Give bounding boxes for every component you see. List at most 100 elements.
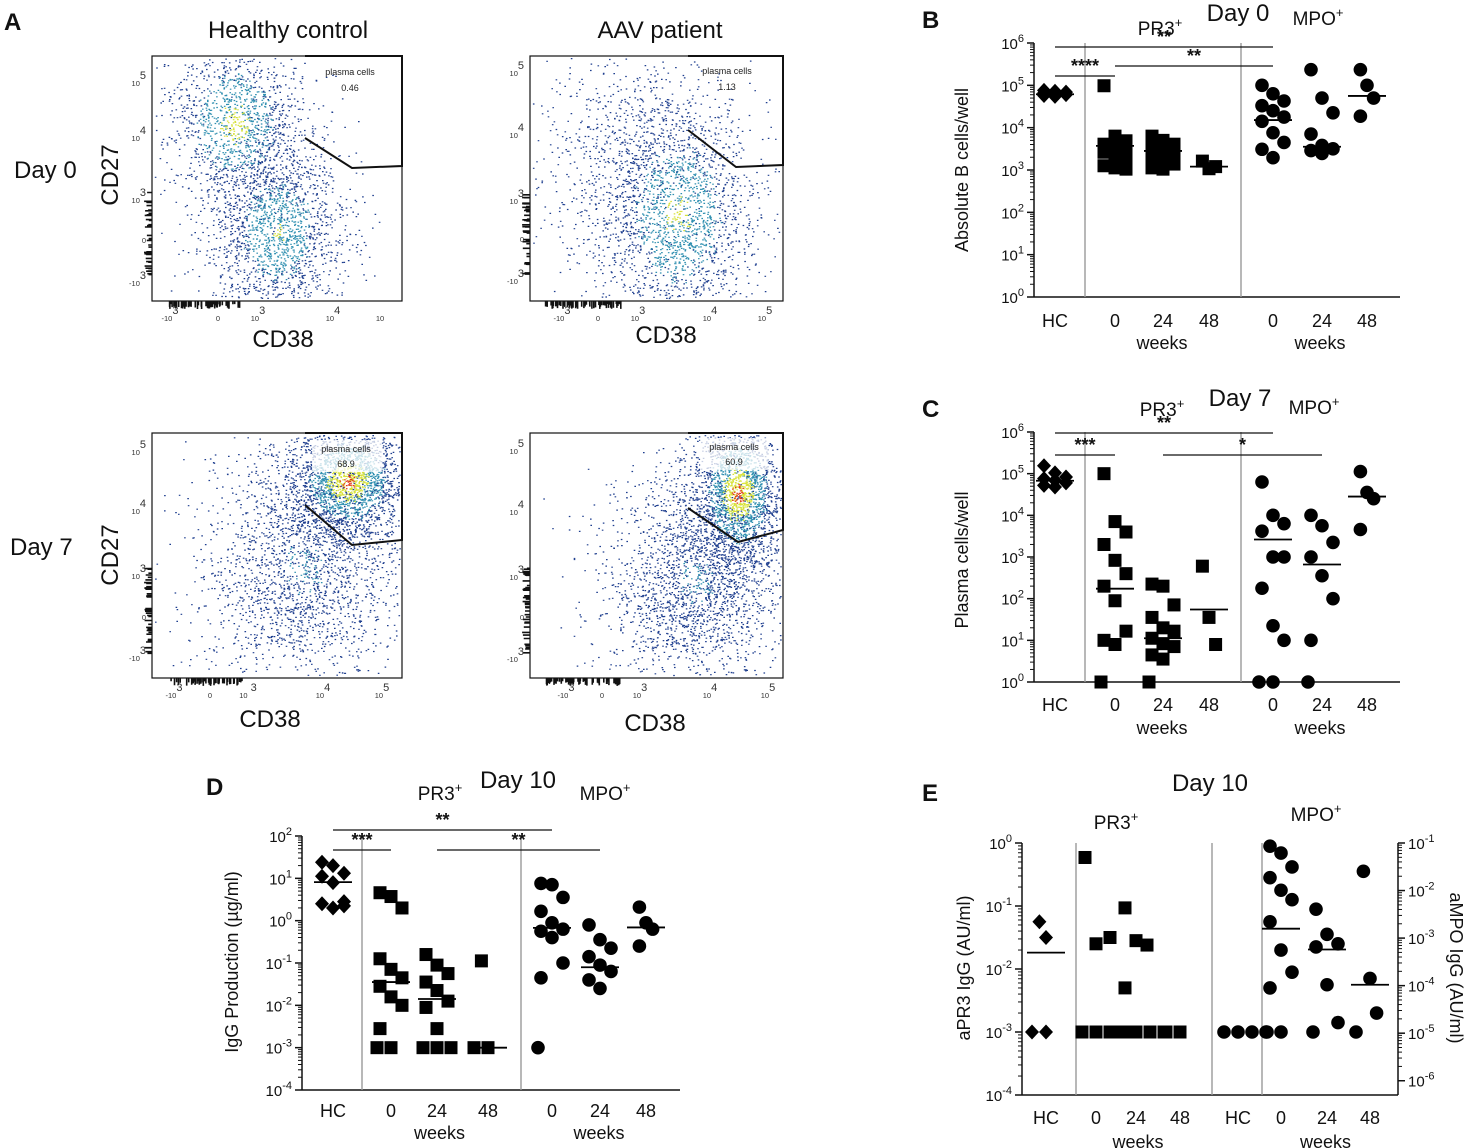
data-point bbox=[1353, 522, 1368, 537]
data-point bbox=[1263, 914, 1277, 929]
x-category-label: 0 bbox=[1268, 311, 1278, 331]
flow-events-mid bbox=[243, 184, 310, 282]
flow-events-high bbox=[666, 196, 691, 232]
data-point bbox=[1140, 938, 1154, 952]
data-point bbox=[1156, 579, 1170, 593]
flow-plot-frame bbox=[529, 432, 784, 679]
flow-x-tick: 0 bbox=[600, 691, 604, 700]
panel-label-c: C bbox=[922, 396, 939, 423]
flow-x-tick: 104 bbox=[703, 682, 717, 700]
series-mpo-48 bbox=[1348, 464, 1386, 537]
x-category-label: HC bbox=[1042, 695, 1068, 715]
flow-y-tick: -103 bbox=[507, 268, 524, 286]
flow-y-tick: 0 bbox=[520, 235, 524, 244]
plasma-cell-gate bbox=[304, 55, 403, 170]
y-tick-label: 100 bbox=[989, 833, 1012, 853]
gate-label-day7-aav: plasma cells bbox=[709, 442, 759, 452]
flow-y-tick: 0 bbox=[520, 613, 524, 622]
plasma-cell-gate bbox=[687, 55, 784, 169]
x-category-label: HC bbox=[1042, 311, 1068, 331]
data-point bbox=[1331, 1015, 1345, 1030]
flow-x-tick: 104 bbox=[703, 305, 717, 323]
data-point bbox=[1097, 79, 1111, 93]
gate-label-day0-aav: plasma cells bbox=[702, 66, 752, 76]
data-point bbox=[1115, 1025, 1129, 1039]
data-point bbox=[1353, 464, 1368, 479]
series-hc bbox=[1036, 458, 1074, 495]
data-point bbox=[1309, 902, 1323, 916]
x-category-label: 48 bbox=[1170, 1108, 1190, 1128]
gate-label-bg-day7-aav bbox=[700, 438, 768, 470]
data-point bbox=[1159, 1025, 1173, 1039]
flow-events-peak bbox=[339, 474, 356, 490]
data-point bbox=[1285, 892, 1299, 907]
series-mpo-48 bbox=[627, 900, 665, 953]
data-point bbox=[1315, 91, 1329, 105]
flow-x-tick: 105 bbox=[758, 305, 772, 323]
data-point bbox=[1108, 129, 1122, 143]
data-point bbox=[593, 932, 607, 947]
data-point bbox=[1032, 914, 1047, 930]
data-point bbox=[1231, 1025, 1245, 1039]
data-point bbox=[395, 901, 409, 915]
data-point bbox=[1037, 87, 1051, 103]
panel-label-a: A bbox=[4, 9, 21, 36]
data-point bbox=[1156, 133, 1170, 147]
data-point bbox=[1255, 78, 1269, 93]
series-mpo-24 bbox=[1303, 62, 1341, 161]
gate-value-day0-hc: 0.46 bbox=[341, 83, 359, 93]
data-point bbox=[1363, 971, 1377, 986]
flow-y-tick: 105 bbox=[510, 438, 524, 456]
data-point bbox=[419, 948, 433, 962]
flow-events-high bbox=[273, 224, 285, 241]
gate-label-day0-hc: plasma cells bbox=[325, 67, 375, 77]
flow-plot-frame bbox=[151, 55, 403, 302]
data-point bbox=[315, 896, 329, 912]
y-tick-label: 101 bbox=[1001, 245, 1024, 265]
x-group-label-weeks: weeks bbox=[1299, 1132, 1351, 1148]
data-point bbox=[534, 876, 548, 891]
y-tick-label: 10-3 bbox=[986, 1022, 1012, 1042]
data-point bbox=[1266, 150, 1280, 165]
data-point bbox=[1202, 610, 1216, 624]
panel-d-chart: D Day 10 PR3+ MPO+ 10-4 10-3 10-2 10-1 100 101 10… bbox=[206, 767, 680, 1143]
group-label-mpo: MPO+ bbox=[1291, 801, 1342, 826]
flow-x-tick: 104 bbox=[326, 305, 340, 323]
series-pr3-0 bbox=[1096, 79, 1134, 176]
column-title-healthy-control: Healthy control bbox=[208, 17, 368, 44]
flow-events-low bbox=[553, 60, 781, 300]
data-point bbox=[430, 1022, 444, 1036]
data-point bbox=[1266, 125, 1280, 140]
x-category-label: 0 bbox=[386, 1101, 396, 1121]
data-point bbox=[545, 877, 559, 892]
data-point bbox=[430, 958, 444, 972]
data-point bbox=[556, 922, 570, 936]
data-point bbox=[545, 915, 559, 930]
y-right-tick-label: 10-6 bbox=[1408, 1071, 1434, 1091]
significance-label: ** bbox=[1187, 46, 1201, 66]
chart-title: Day 10 bbox=[480, 767, 556, 794]
chart-title: Day 0 bbox=[1207, 0, 1270, 27]
group-label-pr3: PR3+ bbox=[1138, 15, 1183, 40]
data-point bbox=[645, 922, 660, 936]
series-mpo-24 bbox=[1306, 902, 1346, 1039]
data-point bbox=[556, 956, 570, 970]
data-point bbox=[1315, 568, 1329, 583]
data-point bbox=[315, 868, 329, 884]
y-tick-label: 105 bbox=[1001, 464, 1024, 484]
flow-x-tick: -103 bbox=[558, 682, 575, 700]
flow-plot-day7-aav: -103 0 103 104 105 105 104 103 0 -103 bbox=[507, 432, 784, 700]
x-category-label: 0 bbox=[1110, 311, 1120, 331]
data-point bbox=[1266, 87, 1280, 101]
data-point bbox=[1156, 637, 1170, 651]
data-point bbox=[1119, 525, 1133, 539]
series-mpo-0 bbox=[1252, 475, 1292, 689]
data-point bbox=[430, 1041, 444, 1055]
flow-events-mid bbox=[196, 73, 275, 170]
flow-x-tick: 105 bbox=[375, 682, 389, 700]
x-category-label: 0 bbox=[1091, 1108, 1101, 1128]
data-point bbox=[1255, 98, 1269, 113]
flow-y-tick: 0 bbox=[142, 236, 146, 245]
x-category-label: 48 bbox=[1360, 1108, 1380, 1128]
